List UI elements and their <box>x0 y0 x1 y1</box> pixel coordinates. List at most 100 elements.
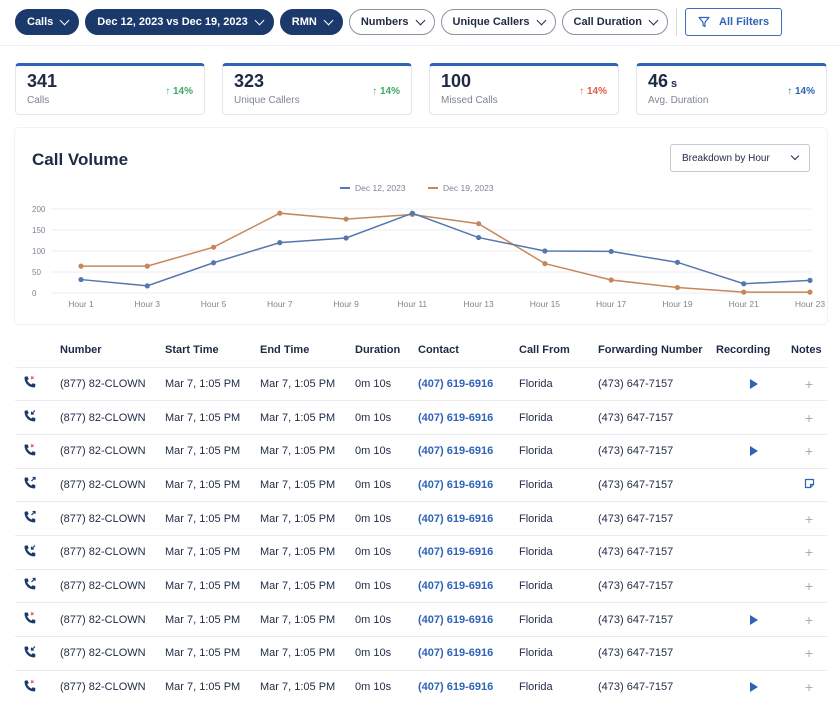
missed-call-icon <box>23 443 37 460</box>
data-point <box>343 216 349 222</box>
contact-cell: (407) 619-6916 <box>418 501 519 536</box>
number-cell: (877) 82-CLOWN <box>60 501 165 536</box>
table-row[interactable]: (877) 82-CLOWN Mar 7, 1:05 PM Mar 7, 1:05 … <box>15 400 827 435</box>
add-note-icon[interactable]: + <box>804 679 814 696</box>
add-note-icon[interactable]: + <box>804 443 814 460</box>
call-type-cell <box>15 636 60 671</box>
unique-callers-filter-button[interactable]: Unique Callers <box>440 9 556 35</box>
data-point <box>343 235 349 241</box>
data-point <box>476 234 482 241</box>
call-duration-filter-button[interactable]: Call Duration <box>561 9 668 35</box>
table-row[interactable]: (877) 82-CLOWN Mar 7, 1:05 PM Mar 7, 1:05 … <box>15 501 827 536</box>
play-icon[interactable] <box>749 378 758 389</box>
header-contact[interactable]: Contact <box>418 343 459 356</box>
contact-cell: (407) 619-6916 <box>418 433 519 469</box>
recording-cell <box>716 636 791 671</box>
header-forwarding-number[interactable]: Forwarding Number <box>598 343 703 356</box>
header-number[interactable]: Number <box>60 343 102 356</box>
table-row[interactable]: (877) 82-CLOWN Mar 7, 1:05 PM Mar 7, 1:05 … <box>15 636 827 671</box>
contact-link[interactable]: (407) 619-6916 <box>418 512 494 525</box>
forwarding-number-cell: (473) 647-7157 <box>598 534 716 570</box>
contact-link[interactable]: (407) 619-6916 <box>418 411 494 424</box>
kpi-delta: ↑ 14% <box>787 86 815 97</box>
call-type-cell <box>15 568 60 603</box>
contact-cell: (407) 619-6916 <box>418 366 519 401</box>
numbers-filter-button[interactable]: Numbers <box>348 9 435 35</box>
filter-icon <box>698 16 710 28</box>
table-row[interactable]: (877) 82-CLOWN Mar 7, 1:05 PM Mar 7, 1:05 … <box>15 467 827 502</box>
add-note-icon[interactable]: + <box>804 409 814 426</box>
note-icon[interactable] <box>804 478 815 492</box>
end-time-cell: Mar 7, 1:05 PM <box>260 669 355 704</box>
header-duration[interactable]: Duration <box>355 343 401 356</box>
play-icon[interactable] <box>749 682 758 693</box>
table-row[interactable]: (877) 82-CLOWN Mar 7, 1:05 PM Mar 7, 1:05 … <box>15 669 827 704</box>
table-row[interactable]: (877) 82-CLOWN Mar 7, 1:05 PM Mar 7, 1:05 … <box>15 366 827 401</box>
start-time-cell: Mar 7, 1:05 PM <box>165 669 260 704</box>
contact-link[interactable]: (407) 619-6916 <box>418 613 494 626</box>
notes-cell: + <box>791 433 827 469</box>
call-volume-panel: Call Volume Breakdown by Hour 0 50 100 150 2… <box>15 128 827 324</box>
add-note-icon[interactable]: + <box>804 510 814 527</box>
number-cell: (877) 82-CLOWN <box>60 400 165 435</box>
y-tick-label: 150 <box>32 226 46 235</box>
all-filters-button[interactable]: All Filters <box>685 8 783 36</box>
end-time-cell: Mar 7, 1:05 PM <box>260 366 355 401</box>
start-time-cell: Mar 7, 1:05 PM <box>165 534 260 570</box>
rmn-filter-button[interactable]: RMN <box>279 9 343 35</box>
call-duration-label: Call Duration <box>573 16 642 28</box>
all-filters-label: All Filters <box>719 16 770 28</box>
forwarding-number-cell: (473) 647-7157 <box>598 501 716 536</box>
table-row[interactable]: (877) 82-CLOWN Mar 7, 1:05 PM Mar 7, 1:05 … <box>15 568 827 603</box>
contact-link[interactable]: (407) 619-6916 <box>418 681 494 694</box>
add-note-icon[interactable]: + <box>804 611 814 628</box>
table-row[interactable]: (877) 82-CLOWN Mar 7, 1:05 PM Mar 7, 1:05 … <box>15 602 827 637</box>
number-cell: (877) 82-CLOWN <box>60 534 165 570</box>
notes-cell: + <box>791 636 827 671</box>
data-point <box>78 276 84 283</box>
data-point <box>210 260 217 266</box>
date-range-filter-button[interactable]: Dec 12, 2023 vs Dec 19, 2023 <box>85 9 274 35</box>
end-time-cell: Mar 7, 1:05 PM <box>260 534 355 570</box>
kpi-value: 100 <box>441 71 472 91</box>
add-note-icon[interactable]: + <box>804 577 814 594</box>
call-from-cell: Florida <box>519 433 598 469</box>
header-call-from[interactable]: Call From <box>519 343 570 356</box>
add-note-icon[interactable]: + <box>804 375 814 392</box>
calls-filter-button[interactable]: Calls <box>15 9 80 35</box>
header-notes[interactable]: Notes <box>791 343 822 356</box>
play-icon[interactable] <box>749 446 758 457</box>
header-start-time[interactable]: Start Time <box>165 343 219 356</box>
notes-cell <box>791 467 827 502</box>
add-note-icon[interactable]: + <box>804 645 814 662</box>
kpi-label: Unique Callers <box>234 95 300 106</box>
contact-link[interactable]: (407) 619-6916 <box>418 377 494 390</box>
table-row[interactable]: (877) 82-CLOWN Mar 7, 1:05 PM Mar 7, 1:05 … <box>15 534 827 570</box>
contact-link[interactable]: (407) 619-6916 <box>418 478 494 491</box>
call-from-cell: Florida <box>519 636 598 671</box>
contact-link[interactable]: (407) 619-6916 <box>418 546 494 559</box>
forwarding-number-cell: (473) 647-7157 <box>598 636 716 671</box>
header-end-time[interactable]: End Time <box>260 343 310 356</box>
contact-link[interactable]: (407) 619-6916 <box>418 445 494 458</box>
header-recording[interactable]: Recording <box>716 343 771 356</box>
recording-cell <box>716 433 791 469</box>
start-time-cell: Mar 7, 1:05 PM <box>165 568 260 603</box>
contact-cell: (407) 619-6916 <box>418 602 519 637</box>
contact-link[interactable]: (407) 619-6916 <box>418 647 494 660</box>
date-range-label: Dec 12, 2023 vs Dec 19, 2023 <box>97 16 248 28</box>
forwarding-number-cell: (473) 647-7157 <box>598 602 716 637</box>
kpi-card-missed-calls: 100 Missed Calls ↑ 14% <box>429 63 619 115</box>
data-point <box>741 289 747 295</box>
recording-cell <box>716 366 791 401</box>
call-from-cell: Florida <box>519 602 598 637</box>
series-line <box>81 212 810 293</box>
recording-cell <box>716 602 791 637</box>
kpi-delta: ↑ 14% <box>579 86 607 97</box>
contact-link[interactable]: (407) 619-6916 <box>418 579 494 592</box>
y-tick-label: 200 <box>32 205 46 214</box>
breakdown-select[interactable]: Breakdown by Hour <box>670 144 810 172</box>
table-row[interactable]: (877) 82-CLOWN Mar 7, 1:05 PM Mar 7, 1:05 … <box>15 433 827 469</box>
add-note-icon[interactable]: + <box>804 544 814 561</box>
play-icon[interactable] <box>749 614 758 625</box>
